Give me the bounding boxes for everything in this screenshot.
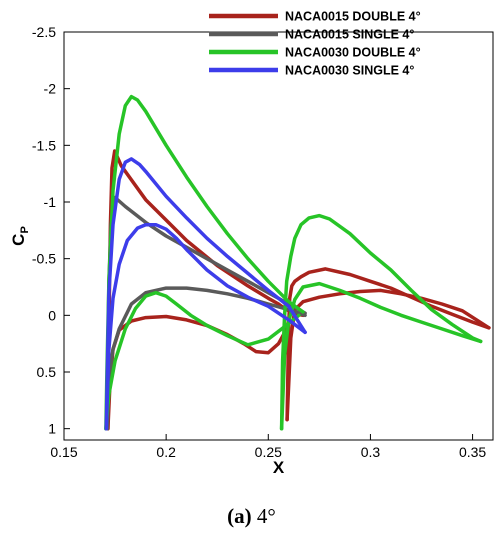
y-tick-label: -2 — [44, 81, 57, 97]
series-lines — [104, 94, 491, 431]
y-tick-label: -1.5 — [32, 137, 56, 153]
legend-entry-label: NACA0015 SINGLE 4° — [285, 28, 414, 42]
legend-entry-label: NACA0030 SINGLE 4° — [285, 64, 414, 78]
x-tick-label: 0.15 — [50, 444, 77, 460]
series-line-3 — [104, 157, 307, 431]
series-segment — [104, 94, 305, 431]
y-axis-label-subscript: P — [19, 226, 31, 233]
y-axis-label: CP — [9, 226, 31, 246]
caption-label: (a) — [227, 504, 252, 528]
cp-chart: 0.15 0.2 0.25 0.3 0.35-2.5-2-1.5-1-0.500.51 … — [9, 10, 494, 477]
legend: NACA0015 DOUBLE 4° NACA0015 SINGLE 4° NACA… — [209, 10, 421, 78]
y-tick-label: 1 — [48, 421, 56, 437]
series-segment — [106, 313, 292, 431]
x-tick-label: 0.3 — [361, 444, 381, 460]
axis-ticks: 0.15 0.2 0.25 0.3 0.35 -2.5 -2 -1.5 -1 -0.5 0 0.5 1 — [32, 24, 487, 460]
legend-entry-label: NACA0015 DOUBLE 4° — [285, 10, 421, 24]
legend-entry-label: NACA0030 DOUBLE 4° — [285, 46, 421, 60]
y-axis-label-main: C — [9, 234, 28, 246]
plot-frame — [63, 31, 494, 441]
series-segment — [104, 222, 307, 431]
x-tick-label: 0.35 — [459, 444, 486, 460]
y-tick-label: -2.5 — [32, 24, 56, 40]
y-tick-label: 0 — [48, 307, 56, 323]
series-segment — [104, 290, 301, 431]
y-tick-label: -0.5 — [32, 251, 56, 267]
series-segment — [279, 213, 483, 431]
x-tick-label: 0.2 — [156, 444, 176, 460]
series-line-2 — [104, 94, 483, 431]
y-tick-label: -1 — [44, 194, 57, 210]
x-tick-label: 0.25 — [255, 444, 282, 460]
caption-text: 4° — [256, 504, 276, 528]
y-tick-label: 0.5 — [37, 364, 57, 380]
series-segment — [104, 157, 307, 431]
figure-caption: (a) 4° — [0, 504, 503, 529]
series-segment — [279, 281, 483, 431]
series-segment — [285, 288, 491, 422]
x-axis-label: X — [273, 458, 285, 477]
